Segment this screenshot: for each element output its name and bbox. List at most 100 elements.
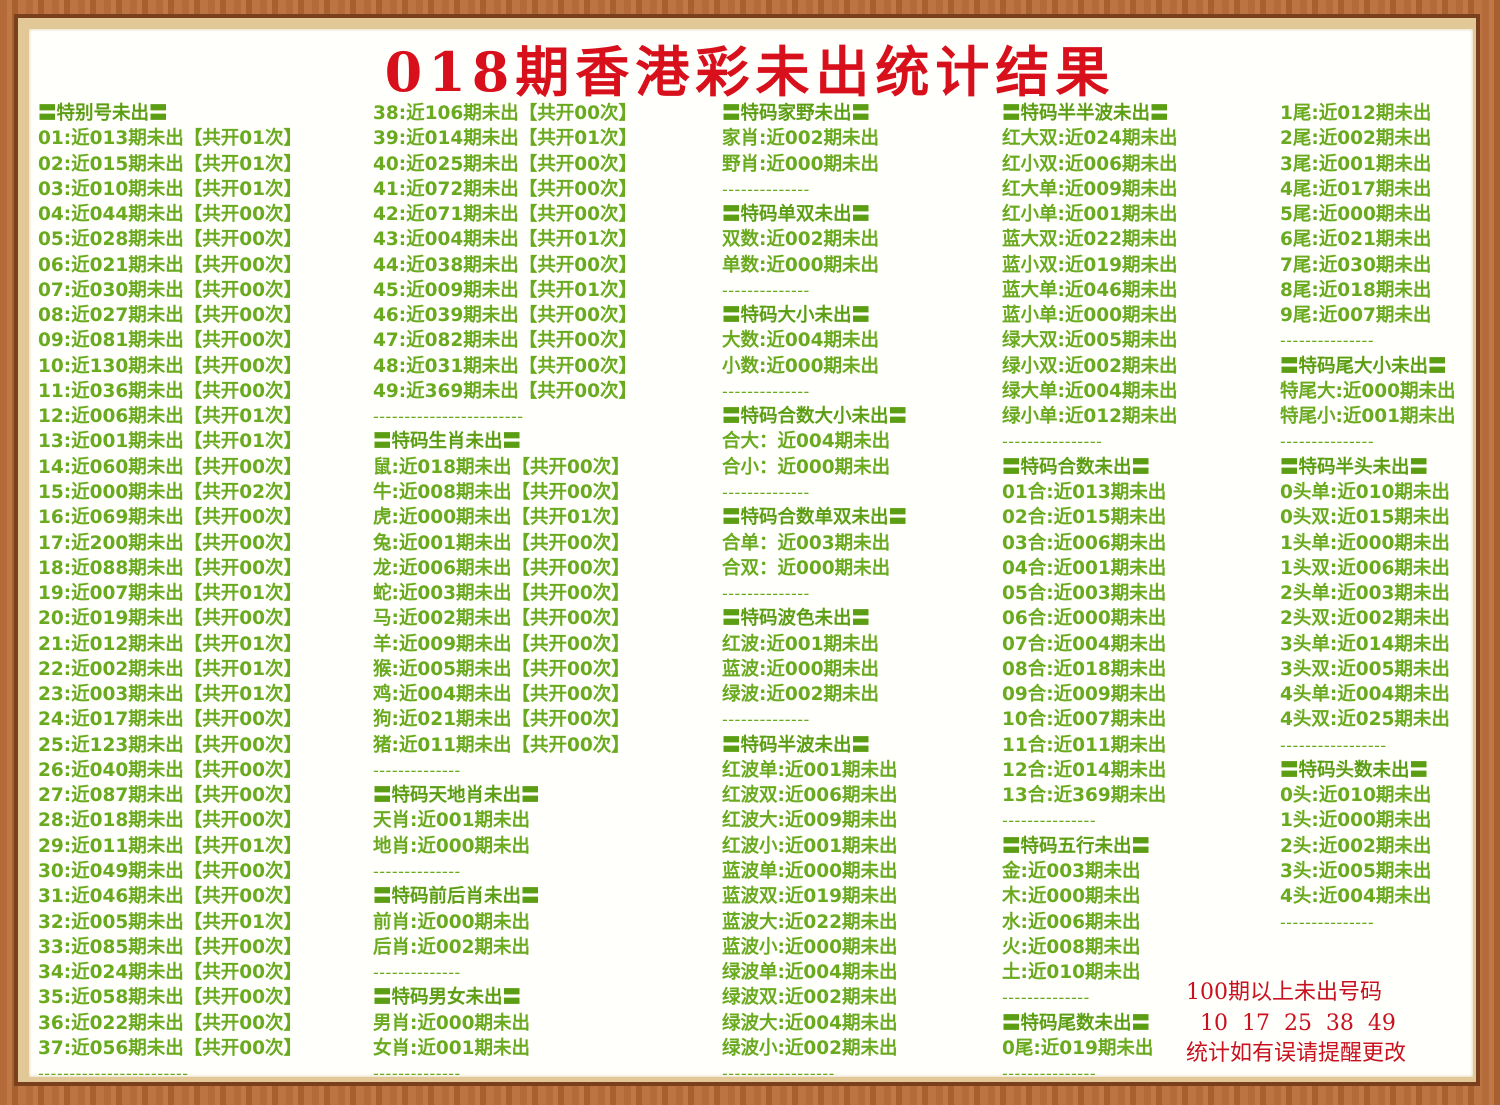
section-header: 〓特码家野未出〓 (722, 103, 871, 124)
divider: -------------- (373, 963, 461, 983)
column-special-numbers: 〓特别号未出〓 01:近013期未出【共开01次】 02:近015期未出【共开01次… (38, 101, 302, 1086)
section-header: 〓特码合数大小未出〓 (722, 406, 908, 428)
stat-line: 24:近017期未出【共开00次】 (38, 709, 303, 731)
stat-line: 28:近018期未出【共开00次】 (38, 810, 303, 832)
divider: --------------- (1280, 432, 1375, 452)
stat-line: 合大：近004期未出 (722, 431, 891, 453)
stat-line: 绿大单:近004期未出 (1002, 380, 1178, 402)
stat-line: 蓝波大:近022期未出 (722, 911, 898, 933)
stat-line: 09:近081期未出【共开00次】 (38, 330, 303, 352)
column-tail-head: 1尾:近012期未出 2尾:近002期未出 3尾:近001期未出 4尾:近017期未出… (1280, 101, 1456, 935)
column-attributes: 〓特码家野未出〓 家肖:近002期未出 野肖:近000期未出 ------------… (722, 101, 907, 1086)
note-correction-request: 统计如有误请提醒更改 (1186, 1041, 1407, 1066)
stat-line: 07:近030期未出【共开00次】 (38, 279, 303, 301)
stat-line: 4头单:近004期未出 (1280, 684, 1450, 706)
stat-line: 绿大双:近005期未出 (1002, 330, 1178, 352)
stat-line: 0头:近010期未出 (1280, 785, 1432, 807)
stat-line: 08合:近018期未出 (1002, 658, 1167, 680)
stat-line: 红小双:近006期未出 (1002, 153, 1178, 175)
column-color-sum-elements: 〓特码半半波未出〓 红大双:近024期未出 红小双:近006期未出 红大单:近009期… (1002, 101, 1178, 1086)
section-header: 〓特码合数未出〓 (1002, 456, 1151, 478)
stat-line: 12合:近014期未出 (1002, 759, 1167, 781)
stat-line: 36:近022期未出【共开00次】 (38, 1012, 303, 1034)
stat-line: 2头单:近003期未出 (1280, 583, 1450, 605)
stat-line: 木:近000期未出 (1002, 886, 1141, 908)
stat-line: 43:近004期未出【共开01次】 (373, 229, 638, 251)
stat-line: 29:近011期未出【共开01次】 (38, 835, 303, 857)
divider: --------------- (1002, 1064, 1097, 1084)
stat-line: 鸡:近004期未出【共开00次】 (373, 684, 630, 706)
stat-line: 双数:近002期未出 (722, 229, 880, 251)
stat-line: 猴:近005期未出【共开00次】 (373, 658, 630, 680)
stat-line: 金:近003期未出 (1002, 860, 1141, 882)
stat-line: 35:近058期未出【共开00次】 (38, 987, 303, 1009)
stat-line: 绿波单:近004期未出 (722, 962, 898, 984)
stat-line: 02合:近015期未出 (1002, 507, 1167, 529)
stat-line: 11:近036期未出【共开00次】 (38, 380, 303, 402)
stat-line: 1头单:近000期未出 (1280, 532, 1450, 554)
stat-line: 合小：近000期未出 (722, 456, 891, 478)
stat-line: 5尾:近000期未出 (1280, 204, 1432, 226)
stat-line: 男肖:近000期未出 (373, 1012, 531, 1034)
stat-line: 22:近002期未出【共开01次】 (38, 658, 303, 680)
divider: -------------- (373, 861, 461, 881)
stat-line: 红波单:近001期未出 (722, 759, 898, 781)
stat-line: 05:近028期未出【共开00次】 (38, 229, 303, 251)
stat-line: 2头双:近002期未出 (1280, 608, 1450, 630)
section-header: 〓特码天地肖未出〓 (373, 785, 540, 807)
divider: --------------- (1280, 331, 1375, 351)
stat-line: 蓝大双:近022期未出 (1002, 229, 1178, 251)
note-box: 100期以上未出号码 10 17 25 38 49 统计如有误请提醒更改 (1186, 978, 1406, 1070)
stat-line: 3头单:近014期未出 (1280, 633, 1450, 655)
stat-line: 04合:近001期未出 (1002, 557, 1167, 579)
stat-line: 绿波:近002期未出 (722, 684, 880, 706)
section-header: 〓特码五行未出〓 (1002, 835, 1151, 857)
stat-line: 兔:近001期未出【共开00次】 (373, 532, 630, 554)
stat-line: 06:近021期未出【共开00次】 (38, 254, 303, 276)
stat-line: 小数:近000期未出 (722, 355, 880, 377)
divider: -------------- (373, 760, 461, 780)
section-header: 〓特码单双未出〓 (722, 204, 871, 226)
stat-line: 1头:近000期未出 (1280, 810, 1432, 832)
stat-line: 02:近015期未出【共开01次】 (38, 153, 303, 175)
stat-line: 羊:近009期未出【共开00次】 (373, 633, 630, 655)
stat-line: 单数:近000期未出 (722, 254, 880, 276)
stat-line: 8尾:近018期未出 (1280, 279, 1432, 301)
stat-line: 08:近027期未出【共开00次】 (38, 305, 303, 327)
stat-line: 虎:近000期未出【共开01次】 (373, 507, 630, 529)
stat-line: 09合:近009期未出 (1002, 684, 1167, 706)
stat-line: 2尾:近002期未出 (1280, 128, 1432, 150)
stat-line: 40:近025期未出【共开00次】 (373, 153, 638, 175)
stat-line: 蓝大单:近046期未出 (1002, 279, 1178, 301)
content-panel (29, 29, 1473, 1077)
stat-line: 蓝波双:近019期未出 (722, 886, 898, 908)
column-numbers-zodiac: 38:近106期未出【共开00次】 39:近014期未出【共开01次】 40:近02… (373, 101, 637, 1086)
stat-line: 16:近069期未出【共开00次】 (38, 507, 303, 529)
stat-line: 1尾:近012期未出 (1280, 103, 1432, 124)
stat-line: 10:近130期未出【共开00次】 (38, 355, 303, 377)
stat-line: 6尾:近021期未出 (1280, 229, 1432, 251)
stat-line: 26:近040期未出【共开00次】 (38, 759, 303, 781)
stat-line: 01:近013期未出【共开01次】 (38, 128, 303, 150)
divider: -------------- (1002, 988, 1090, 1008)
stat-line: 17:近200期未出【共开00次】 (38, 532, 303, 554)
stat-line: 10合:近007期未出 (1002, 709, 1167, 731)
stat-line: 03合:近006期未出 (1002, 532, 1167, 554)
note-line-over-100: 100期以上未出号码 (1186, 980, 1382, 1005)
stat-line: 狗:近021期未出【共开00次】 (373, 709, 630, 731)
section-header: 〓特码尾数未出〓 (1002, 1012, 1151, 1034)
section-header: 〓特码半波未出〓 (722, 734, 871, 756)
stat-line: 水:近006期未出 (1002, 911, 1141, 933)
stat-line: 猪:近011期未出【共开00次】 (373, 734, 630, 756)
stat-line: 绿波双:近002期未出 (722, 987, 898, 1009)
stat-line: 01合:近013期未出 (1002, 481, 1167, 503)
stat-line: 天肖:近001期未出 (373, 810, 531, 832)
stat-line: 绿小双:近002期未出 (1002, 355, 1178, 377)
stat-line: 9尾:近007期未出 (1280, 305, 1432, 327)
stat-line: 4头:近004期未出 (1280, 886, 1432, 908)
stat-line: 04:近044期未出【共开00次】 (38, 204, 303, 226)
stat-line: 06合:近000期未出 (1002, 608, 1167, 630)
divider: --------------- (1002, 811, 1097, 831)
stat-line: 45:近009期未出【共开01次】 (373, 279, 638, 301)
stat-line: 11合:近011期未出 (1002, 734, 1167, 756)
